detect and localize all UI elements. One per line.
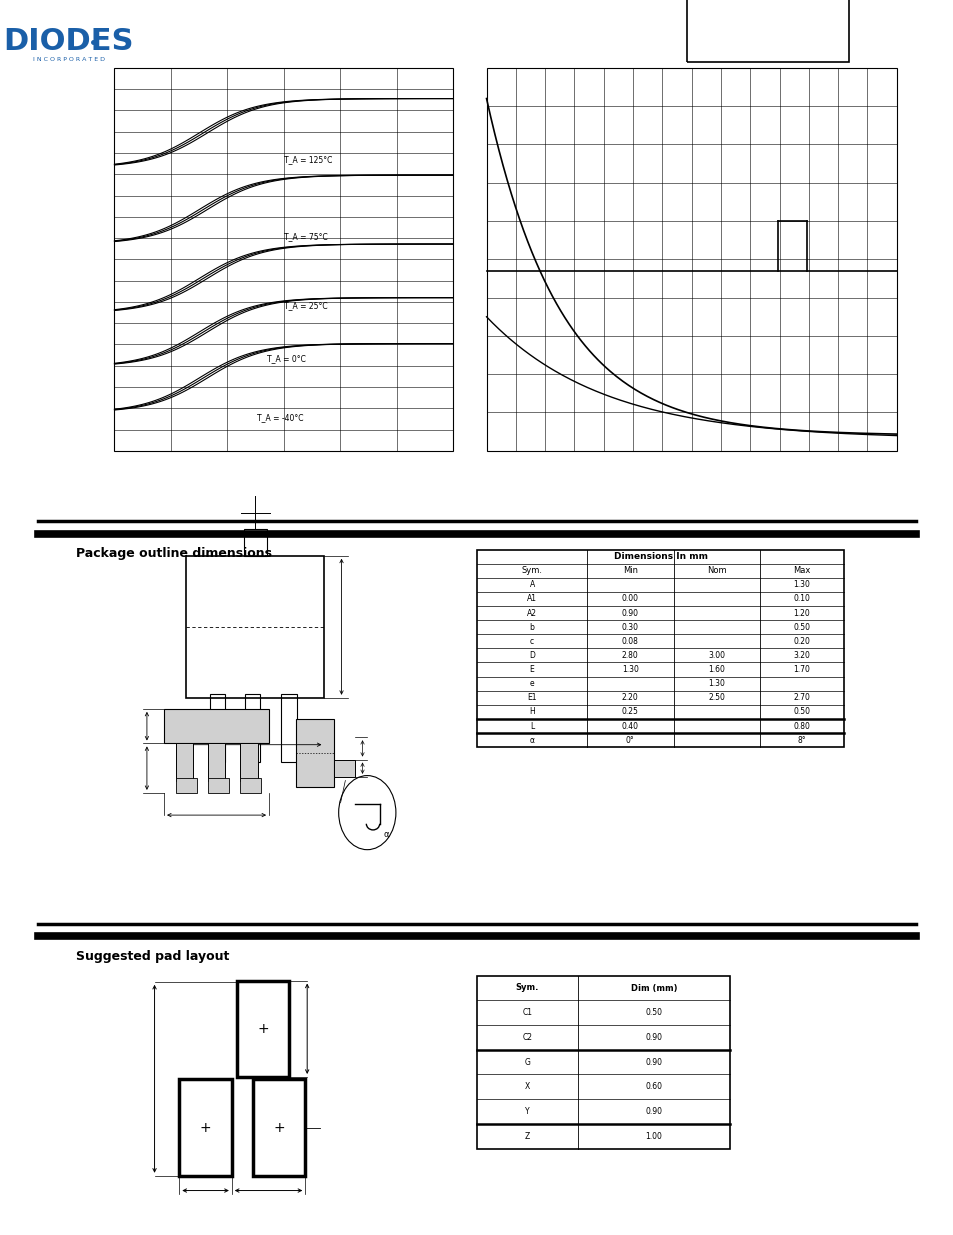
- Text: 3.20: 3.20: [793, 651, 810, 659]
- Polygon shape: [208, 743, 225, 781]
- Text: D: D: [529, 651, 535, 659]
- Bar: [686, 0, 848, 62]
- Polygon shape: [175, 743, 193, 781]
- Bar: [186, 556, 324, 698]
- Text: Max: Max: [793, 566, 810, 576]
- Text: I N C O R P O R A T E D: I N C O R P O R A T E D: [32, 57, 105, 62]
- Text: T_A = 125°C: T_A = 125°C: [283, 156, 332, 164]
- Text: 2.50: 2.50: [707, 693, 724, 703]
- Text: L: L: [530, 721, 534, 731]
- Bar: [295, 719, 334, 787]
- Bar: [210, 694, 225, 762]
- Text: A1: A1: [527, 594, 537, 604]
- Text: Sym.: Sym.: [521, 566, 542, 576]
- Polygon shape: [208, 778, 229, 793]
- Text: G: G: [524, 1057, 530, 1067]
- Text: T_A = 25°C: T_A = 25°C: [283, 301, 327, 310]
- Bar: [476, 976, 729, 1149]
- Text: α: α: [383, 830, 389, 840]
- Text: b: b: [529, 622, 534, 632]
- Text: 0.60: 0.60: [645, 1082, 661, 1092]
- Text: 0.50: 0.50: [793, 708, 810, 716]
- Bar: [244, 529, 267, 556]
- Bar: [179, 1079, 232, 1176]
- Text: e: e: [529, 679, 534, 688]
- Text: 0.20: 0.20: [793, 637, 810, 646]
- Text: 0.08: 0.08: [621, 637, 639, 646]
- Text: 8°: 8°: [797, 736, 805, 745]
- Polygon shape: [164, 709, 269, 743]
- Text: H: H: [529, 708, 535, 716]
- Text: Y: Y: [525, 1107, 529, 1116]
- Text: 0.90: 0.90: [645, 1032, 661, 1042]
- Text: Dim (mm): Dim (mm): [630, 983, 677, 993]
- Text: Sym.: Sym.: [516, 983, 538, 993]
- Text: T_A = 0°C: T_A = 0°C: [267, 354, 305, 363]
- Text: Min: Min: [622, 566, 638, 576]
- Text: 2.80: 2.80: [621, 651, 639, 659]
- Bar: [253, 1079, 305, 1176]
- Bar: [486, 68, 896, 451]
- Text: C1: C1: [522, 1008, 532, 1018]
- Text: 1.70: 1.70: [793, 664, 810, 674]
- Text: 0.80: 0.80: [793, 721, 810, 731]
- Bar: [281, 694, 296, 762]
- Text: C2: C2: [522, 1032, 532, 1042]
- Text: Nom: Nom: [706, 566, 725, 576]
- Polygon shape: [240, 778, 261, 793]
- Text: 0.90: 0.90: [645, 1057, 661, 1067]
- Text: 1.30: 1.30: [621, 664, 639, 674]
- Text: 1.30: 1.30: [707, 679, 724, 688]
- Text: 1.30: 1.30: [793, 580, 810, 589]
- Text: A: A: [529, 580, 535, 589]
- Text: 1.00: 1.00: [645, 1131, 661, 1141]
- Polygon shape: [240, 743, 257, 781]
- Text: c: c: [530, 637, 534, 646]
- Text: T_A = -40°C: T_A = -40°C: [256, 412, 303, 421]
- Text: +: +: [256, 1021, 269, 1036]
- Text: 0.10: 0.10: [793, 594, 810, 604]
- Text: 0.25: 0.25: [621, 708, 639, 716]
- Text: 0.50: 0.50: [645, 1008, 661, 1018]
- Polygon shape: [175, 778, 196, 793]
- Text: 0°: 0°: [625, 736, 634, 745]
- Text: 1.20: 1.20: [793, 609, 810, 618]
- Text: Dimensions In mm: Dimensions In mm: [613, 552, 707, 561]
- Text: 0.40: 0.40: [621, 721, 639, 731]
- Text: X: X: [524, 1082, 530, 1092]
- Text: E: E: [529, 664, 534, 674]
- Text: 0.90: 0.90: [621, 609, 639, 618]
- Text: 0.90: 0.90: [645, 1107, 661, 1116]
- Text: Suggested pad layout: Suggested pad layout: [76, 950, 230, 963]
- Text: 0.50: 0.50: [793, 622, 810, 632]
- Text: 2.20: 2.20: [621, 693, 639, 703]
- Text: E1: E1: [527, 693, 537, 703]
- Bar: [476, 550, 843, 747]
- Bar: [334, 760, 355, 777]
- Text: 0.00: 0.00: [621, 594, 639, 604]
- Bar: [114, 68, 453, 451]
- Bar: [245, 694, 260, 762]
- Text: Package outline dimensions: Package outline dimensions: [76, 547, 272, 561]
- Text: 2.70: 2.70: [793, 693, 810, 703]
- Text: T_A = 75°C: T_A = 75°C: [283, 232, 327, 241]
- Text: Z: Z: [524, 1131, 530, 1141]
- Text: α: α: [529, 736, 534, 745]
- Bar: [236, 981, 289, 1077]
- Text: 1.60: 1.60: [707, 664, 724, 674]
- Text: A2: A2: [527, 609, 537, 618]
- Text: 0.30: 0.30: [621, 622, 639, 632]
- Text: 3.00: 3.00: [707, 651, 724, 659]
- Text: DIODES: DIODES: [4, 27, 133, 57]
- Text: +: +: [273, 1120, 285, 1135]
- Text: +: +: [199, 1120, 212, 1135]
